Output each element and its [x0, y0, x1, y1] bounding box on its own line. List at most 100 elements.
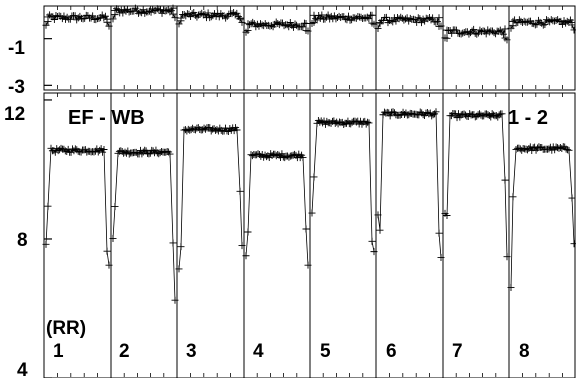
top-point-7-23: [476, 26, 484, 34]
top-point-3-19: [204, 9, 212, 17]
top-point-3-17: [201, 10, 209, 18]
bottom-point-1-9: [57, 144, 65, 152]
bottom-point-3-41: [238, 242, 246, 250]
top-point-1-32: [92, 16, 100, 24]
top-point-2-40: [169, 10, 177, 18]
top-point-6-6: [382, 13, 390, 21]
bottom-point-4-20: [272, 152, 280, 160]
top-point-5-39: [368, 11, 376, 19]
top-point-8-29: [552, 16, 560, 24]
bottom-point-2-0: [109, 235, 117, 243]
bottom-point-4-1: [244, 228, 252, 236]
bottom-point-5-40: [368, 237, 376, 245]
top-point-4-28: [285, 23, 293, 31]
bottom-point-4-0: [242, 252, 250, 260]
bottom-point-2-27: [149, 147, 157, 155]
bottom-point-1-14: [64, 145, 72, 153]
bottom-point-7-24: [477, 111, 485, 119]
bottom-point-5-17: [334, 120, 342, 128]
top-point-8-17: [533, 20, 541, 28]
top-point-4-32: [291, 20, 299, 28]
bottom-series-line-5: [311, 119, 375, 252]
bottom-point-5-11: [326, 119, 334, 127]
bottom-panel: [42, 92, 576, 378]
bottom-point-6-1: [376, 226, 384, 234]
top-point-2-11: [125, 8, 133, 16]
top-point-7-17: [467, 29, 475, 37]
top-point-5-37: [365, 15, 373, 23]
bottom-point-8-30: [552, 143, 560, 151]
top-point-4-25: [280, 22, 288, 30]
top-point-4-17: [268, 22, 276, 30]
bottom-point-7-1: [443, 212, 451, 220]
segment-label-1: 1: [53, 341, 64, 362]
top-point-6-39: [435, 14, 443, 22]
bottom-point-2-21: [141, 146, 149, 154]
bottom-point-3-22: [209, 125, 217, 133]
top-point-7-36: [496, 26, 504, 34]
top-point-4-1: [244, 26, 252, 34]
bottom-point-1-8: [56, 146, 64, 154]
bottom-point-2-10: [125, 150, 133, 158]
bottom-point-3-40: [236, 187, 244, 195]
top-point-2-17: [135, 9, 143, 17]
top-point-3-26: [215, 13, 223, 21]
bottom-point-5-0: [308, 209, 316, 217]
bottom-point-4-21: [274, 151, 282, 159]
top-point-6-38: [433, 18, 441, 26]
top-point-3-8: [187, 13, 195, 21]
top-point-6-41: [437, 22, 445, 30]
bottom-point-3-25: [213, 126, 221, 134]
top-point-1-16: [66, 15, 74, 23]
bottom-point-2-41: [171, 296, 179, 304]
top-point-2-0: [109, 15, 117, 23]
top-point-4-41: [304, 27, 312, 35]
top-point-7-41: [503, 36, 511, 44]
bottom-point-3-1: [177, 243, 185, 251]
bottom-point-7-39: [498, 110, 506, 118]
bottom-point-2-5: [118, 147, 126, 155]
bottom-point-1-39: [100, 145, 108, 153]
top-point-6-27: [416, 15, 424, 23]
top-point-2-15: [131, 4, 139, 12]
bottom-point-2-15: [132, 148, 140, 156]
top-point-1-36: [98, 11, 106, 19]
top-point-8-2: [509, 17, 517, 25]
top-point-1-12: [60, 12, 68, 20]
top-point-5-36: [363, 13, 371, 21]
bottom-point-6-20: [405, 111, 413, 119]
bottom-point-3-15: [199, 126, 207, 134]
top-point-8-40: [568, 21, 576, 29]
top-point-3-30: [222, 14, 230, 22]
bottom-point-2-39: [166, 150, 174, 158]
bottom-point-5-4: [316, 118, 324, 126]
bottom-point-6-35: [426, 109, 434, 117]
top-point-7-13: [460, 29, 468, 37]
segment-label-6: 6: [386, 341, 397, 362]
top-point-1-30: [89, 12, 97, 20]
annotation-1-2: 1 - 2: [508, 107, 548, 129]
segment-label-3: 3: [186, 341, 197, 362]
top-point-8-22: [541, 21, 549, 29]
bottom-point-4-24: [278, 150, 286, 158]
top-point-6-26: [414, 14, 422, 22]
bottom-point-2-20: [139, 148, 147, 156]
bottom-point-8-41: [570, 240, 576, 248]
top-point-5-11: [324, 11, 332, 19]
top-point-5-35: [362, 14, 370, 22]
top-point-3-32: [225, 10, 233, 18]
top-point-2-4: [114, 6, 122, 14]
top-point-7-39: [501, 25, 509, 33]
top-point-4-33: [293, 21, 301, 29]
bottom-point-6-25: [412, 110, 420, 118]
bottom-point-5-21: [340, 121, 348, 129]
bottom-point-6-22: [408, 109, 416, 117]
top-point-8-33: [558, 20, 566, 28]
top-point-3-37: [233, 9, 241, 17]
top-point-7-5: [448, 29, 456, 37]
top-point-1-40: [103, 18, 111, 26]
top-point-4-21: [274, 20, 282, 28]
bottom-point-1-21: [74, 147, 82, 155]
bottom-point-1-0: [42, 240, 50, 248]
bottom-point-4-29: [285, 153, 293, 161]
